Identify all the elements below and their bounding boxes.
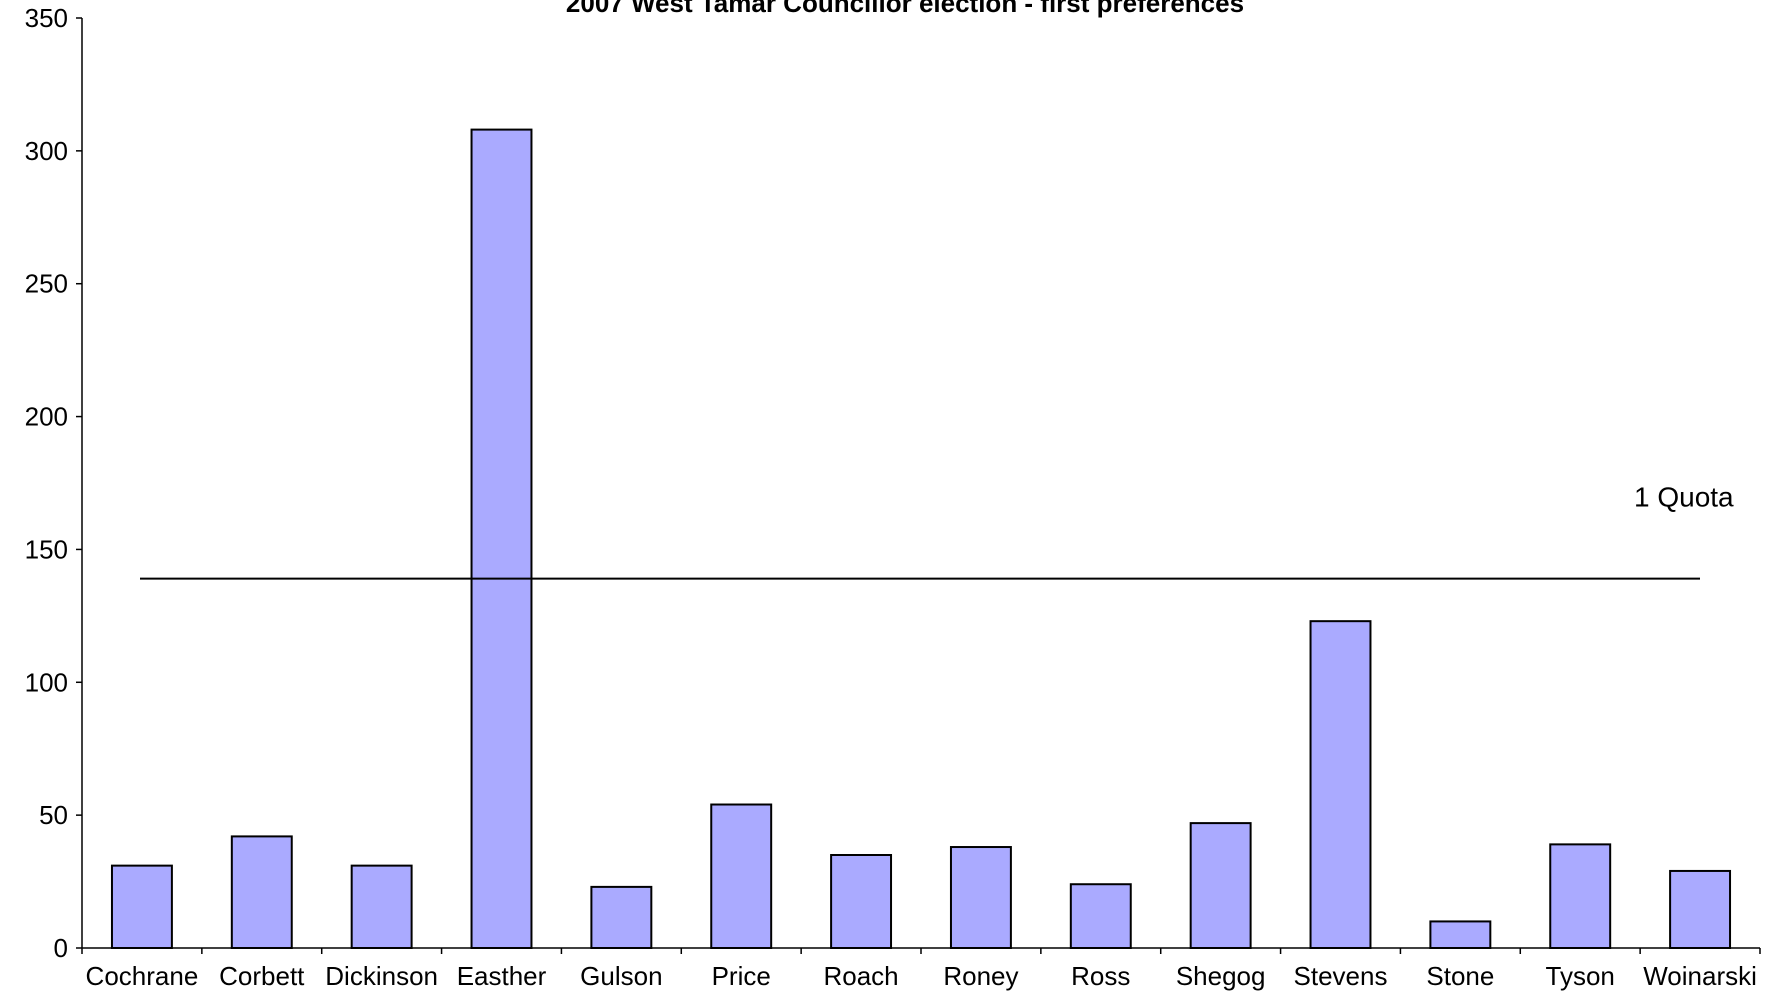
- bar-stone: [1429, 920, 1492, 950]
- x-category-label: Cochrane: [86, 961, 199, 991]
- x-category-label: Roach: [823, 961, 898, 991]
- bar-corbett: [230, 835, 293, 950]
- y-tick-label: 300: [25, 136, 68, 166]
- y-tick-label: 0: [54, 933, 68, 963]
- bar-cochrane: [110, 864, 173, 950]
- x-category-label: Stone: [1426, 961, 1494, 991]
- bar-price: [710, 803, 773, 949]
- chart-title: 2007 West Tamar Councillor election - fi…: [566, 0, 1244, 18]
- bar-shegog: [1189, 822, 1252, 949]
- x-category-label: Stevens: [1294, 961, 1388, 991]
- bar-easther: [470, 128, 533, 950]
- y-tick-label: 350: [25, 3, 68, 33]
- x-category-label: Gulson: [580, 961, 662, 991]
- quota-reference: 1 Quota: [140, 482, 1734, 580]
- bar-dickinson: [350, 864, 413, 950]
- bar-roney: [949, 846, 1012, 949]
- y-tick-label: 250: [25, 269, 68, 299]
- y-tick-label: 150: [25, 534, 68, 564]
- x-category-label: Corbett: [219, 961, 305, 991]
- y-axis: 0 50 100 150 200 250 300 350: [25, 3, 83, 963]
- bar-ross: [1069, 883, 1132, 950]
- x-category-label: Woinarski: [1643, 961, 1757, 991]
- x-category-label: Roney: [943, 961, 1018, 991]
- x-category-label: Shegog: [1176, 961, 1266, 991]
- x-category-label: Price: [712, 961, 771, 991]
- x-category-label: Easther: [457, 961, 547, 991]
- x-category-label: Tyson: [1546, 961, 1615, 991]
- bars: [110, 128, 1732, 950]
- y-tick-label: 200: [25, 402, 68, 432]
- bar-gulson: [590, 885, 653, 950]
- x-category-label: Dickinson: [325, 961, 438, 991]
- quota-label: 1 Quota: [1634, 482, 1734, 513]
- bar-tyson: [1549, 843, 1612, 949]
- bar-roach: [830, 854, 893, 949]
- x-category-label: Ross: [1071, 961, 1130, 991]
- y-tick-label: 50: [39, 800, 68, 830]
- bar-stevens: [1309, 620, 1372, 950]
- bar-woinarski: [1669, 869, 1732, 950]
- y-tick-label: 100: [25, 667, 68, 697]
- x-axis: Cochrane Corbett Dickinson Easther Gulson Pri…: [81, 947, 1761, 991]
